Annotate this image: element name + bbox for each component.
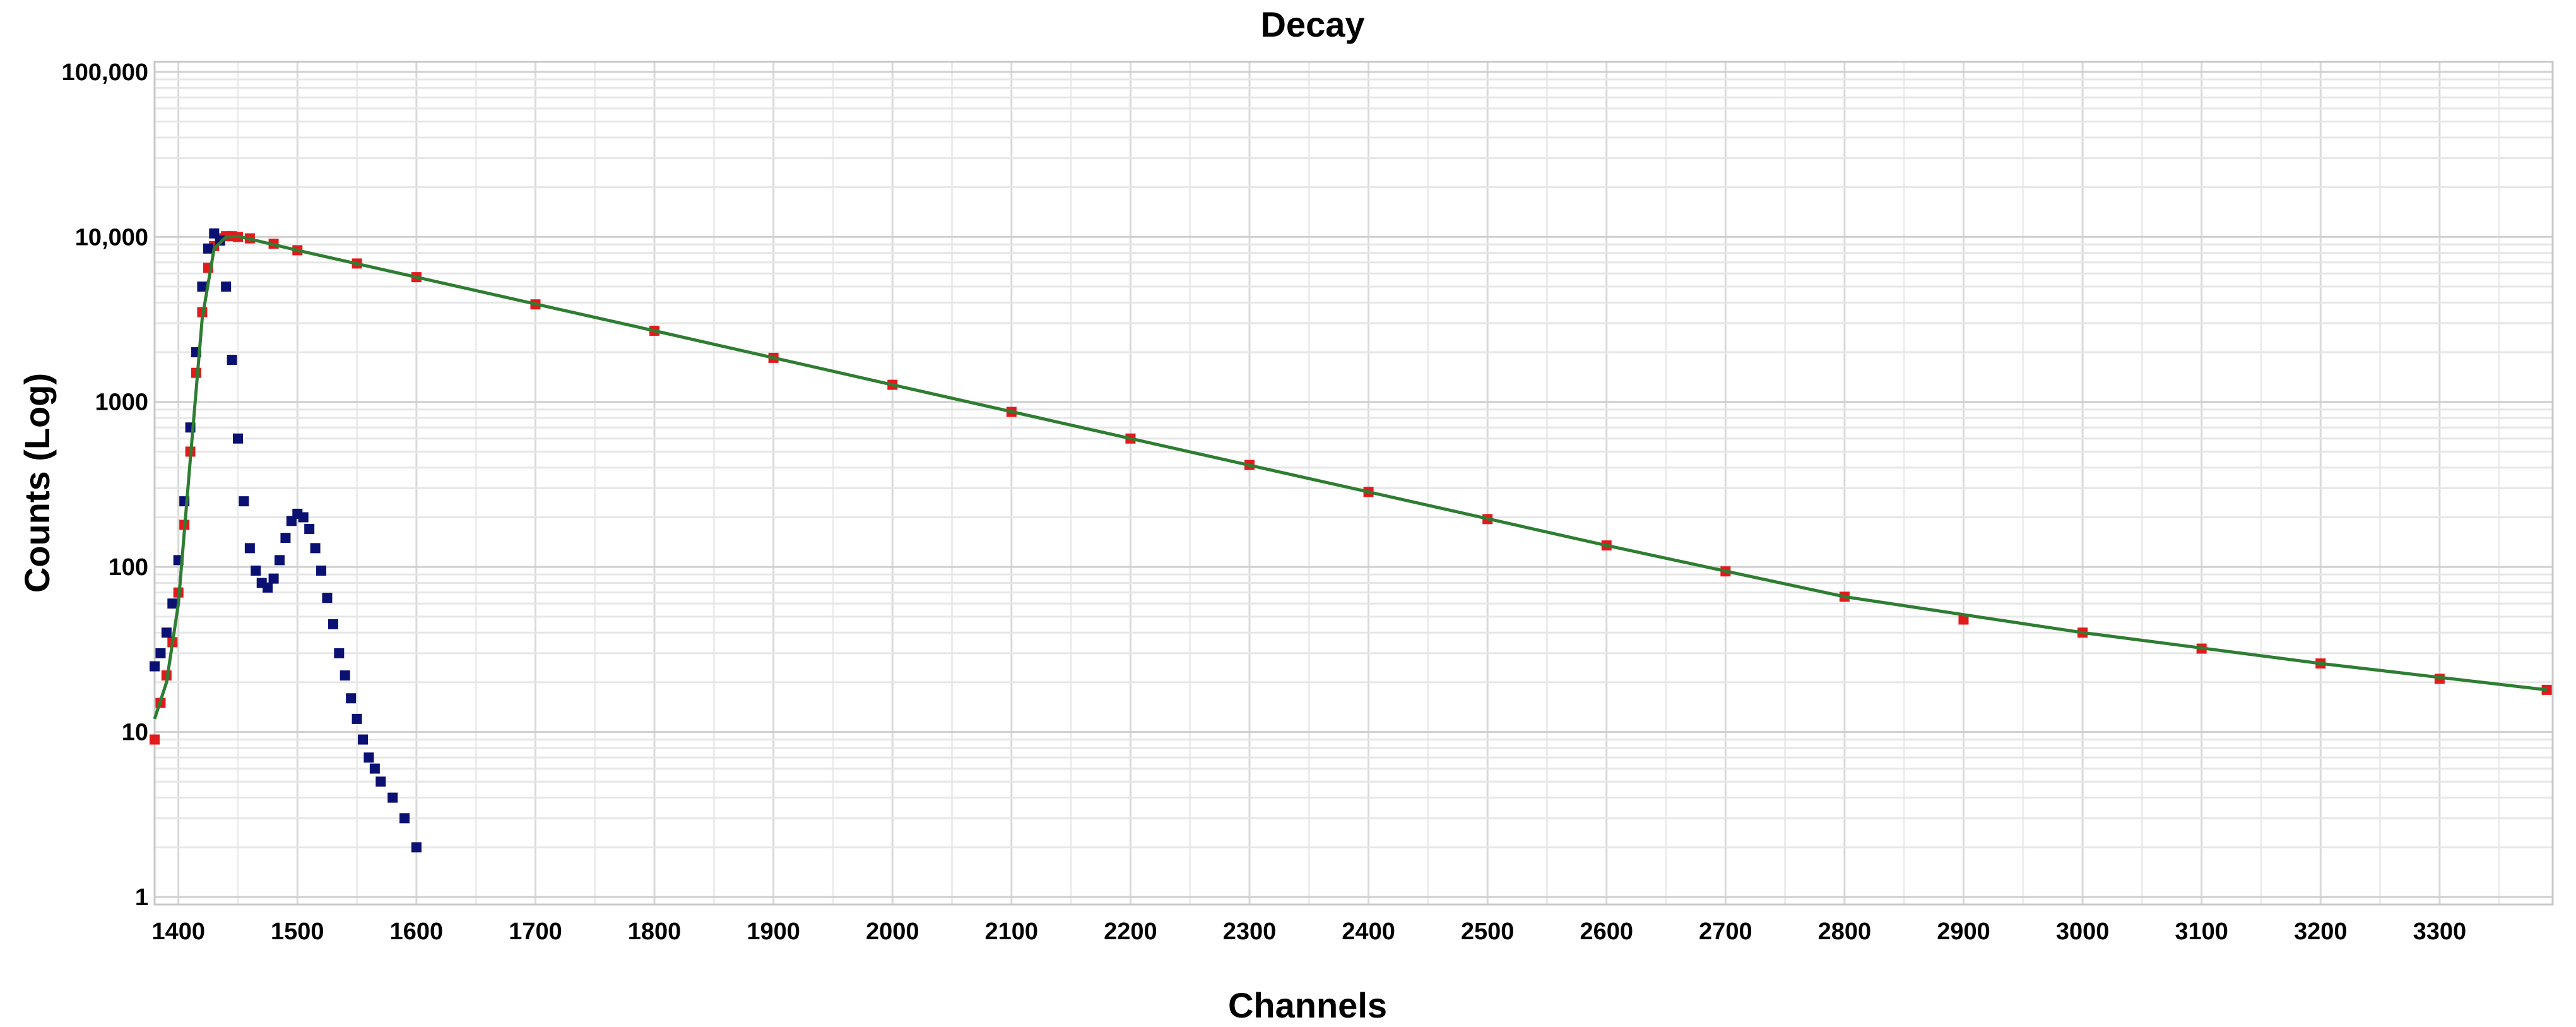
y-tick-label: 1000 [95,389,148,416]
data-point [340,670,350,681]
data-point [275,555,285,566]
grid-lines [155,62,2553,905]
x-tick-label: 1600 [390,918,444,945]
data-point [150,661,160,672]
data-point [411,842,422,853]
data-point [358,734,369,745]
data-point [263,582,273,593]
data-point [167,598,178,609]
data-point [346,693,357,704]
x-tick-label: 3100 [2175,918,2228,945]
y-tick-label: 10 [122,720,148,746]
data-point [233,433,244,444]
x-tick-label: 2700 [1699,918,1752,945]
data-point [322,593,333,603]
data-point [161,627,172,638]
x-tick-label: 3000 [2056,918,2110,945]
y-tick-label: 10,000 [75,224,148,251]
data-point [369,763,380,774]
data-point [316,565,327,576]
data-point [150,734,160,745]
plot-area [153,61,2554,906]
x-tick-label: 1900 [747,918,800,945]
data-point [251,565,261,576]
x-tick-label: 2900 [1937,918,1990,945]
data-point [399,813,410,824]
data-point [387,792,398,803]
y-tick-label: 100 [109,554,148,581]
data-point [239,496,249,507]
data-point [298,512,309,523]
data-point [363,752,374,763]
x-tick-label: 2200 [1104,918,1157,945]
data-point [334,648,345,658]
data-point [268,573,279,584]
data-point [203,243,213,254]
x-tick-label: 1500 [271,918,324,945]
x-tick-label: 2000 [866,918,919,945]
y-axis-label: Counts (Log) [17,373,57,593]
data-point [244,543,255,554]
data-point [227,354,237,365]
x-tick-label: 1400 [151,918,205,945]
x-tick-label: 2400 [1342,918,1395,945]
x-tick-label: 3200 [2294,918,2348,945]
data-point [375,776,386,787]
x-tick-label: 1700 [509,918,562,945]
x-tick-label: 3300 [2413,918,2467,945]
x-tick-label: 2500 [1461,918,1515,945]
axis-ticks: 1400 1500 1600 1700 1800 1900 2000 2100 2200 2300… [62,59,2466,945]
data-point [304,523,315,534]
data-point [328,619,338,629]
data-point [1958,614,1969,625]
data-point [197,282,208,292]
data-point [221,282,232,292]
x-axis-label: Channels [1228,985,1387,1025]
x-tick-label: 2800 [1818,918,1872,945]
prompt-series-navy [150,228,422,853]
x-tick-label: 1800 [628,918,682,945]
chart-marks [150,228,2552,853]
data-point [155,648,166,658]
data-point [310,543,321,554]
x-tick-label: 2300 [1223,918,1277,945]
x-tick-label: 2600 [1580,918,1633,945]
chart-title: Decay [1260,4,1364,44]
y-tick-label: 100,000 [62,59,148,86]
fit-line-green [153,234,2547,720]
data-point [280,533,291,543]
y-tick-label: 1 [135,884,148,911]
data-point [352,713,362,724]
x-tick-label: 2100 [985,918,1039,945]
